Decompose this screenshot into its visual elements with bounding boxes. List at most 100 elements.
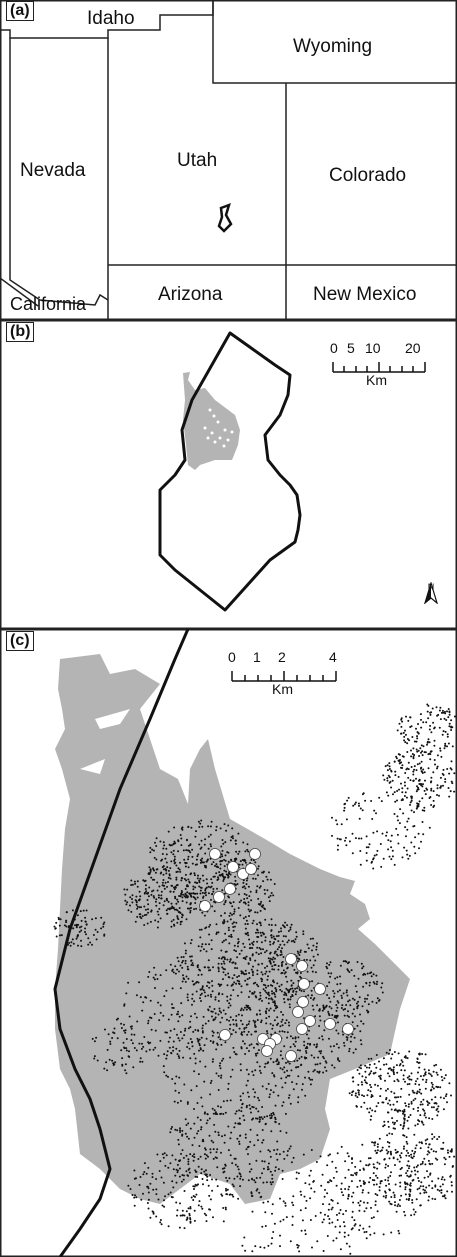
point-dot (406, 1083, 409, 1086)
point-dot (376, 1149, 379, 1152)
point-dot (152, 849, 155, 852)
point-dot (443, 1097, 445, 1100)
point-dot (209, 1151, 212, 1154)
point-dot (154, 919, 157, 922)
point-dot (170, 884, 173, 887)
point-dot (320, 1184, 323, 1187)
point-dot (184, 1027, 187, 1030)
point-dot (270, 1130, 273, 1133)
point-dot (212, 1112, 215, 1115)
point-dot (130, 1027, 133, 1030)
point-dot (214, 1016, 217, 1019)
point-dot (396, 1078, 399, 1081)
point-dot (398, 1199, 401, 1201)
point-dot (422, 1074, 425, 1077)
point-dot (220, 1193, 223, 1196)
point-dot (342, 1194, 345, 1197)
point-dot (432, 721, 435, 724)
point-dot (206, 1175, 209, 1178)
point-dot (124, 893, 127, 896)
point-dot (321, 1035, 324, 1038)
point-dot (144, 908, 147, 911)
point-dot (321, 1221, 324, 1224)
point-dot (149, 851, 152, 854)
point-dot (396, 815, 399, 818)
point-dot (148, 866, 151, 869)
point-dot (240, 991, 243, 994)
point-dot (414, 1124, 417, 1127)
point-dot (427, 1175, 430, 1178)
point-dot (376, 1161, 379, 1164)
point-dot (338, 989, 341, 992)
point-dot (237, 938, 240, 941)
point-dot (372, 981, 375, 984)
point-dot (357, 1091, 360, 1094)
point-dot (417, 732, 420, 735)
point-dot (245, 1026, 248, 1029)
point-dot (443, 1156, 446, 1159)
point-dot (160, 1223, 163, 1226)
point-dot (177, 1010, 180, 1013)
point-dot (254, 1245, 257, 1248)
point-dot (209, 886, 212, 889)
point-dot (265, 1017, 268, 1020)
point-dot (253, 991, 256, 993)
point-dot (446, 745, 448, 748)
point-dot (244, 1249, 247, 1252)
point-dot (303, 1056, 306, 1059)
point-dot (431, 1133, 434, 1136)
point-dot (158, 1019, 161, 1022)
point-dot (241, 1102, 244, 1105)
point-dot (347, 1010, 349, 1013)
point-dot (254, 1052, 257, 1055)
point-dot (450, 1148, 453, 1151)
point-dot (376, 1143, 379, 1146)
point-dot (256, 1188, 259, 1191)
point-dot (220, 845, 223, 848)
point-dot (59, 918, 62, 921)
point-dot (112, 1064, 115, 1066)
point-dot (286, 1150, 289, 1152)
point-dot (393, 760, 396, 763)
point-dot (183, 1034, 186, 1037)
point-dot (258, 1116, 261, 1119)
point-dot (147, 903, 150, 906)
point-dot (290, 923, 293, 926)
point-dot (435, 706, 438, 709)
point-dot (212, 861, 215, 864)
point-dot (370, 1115, 373, 1118)
point-dot (355, 1173, 358, 1176)
point-dot (220, 1011, 223, 1014)
point-dot (403, 1134, 406, 1137)
point-dot (230, 933, 233, 936)
point-dot (421, 750, 424, 753)
point-dot (149, 1041, 152, 1044)
point-dot (145, 996, 148, 999)
point-dot (173, 862, 176, 865)
point-dot (180, 844, 183, 847)
point-dot (130, 1033, 133, 1036)
point-dot (314, 1215, 317, 1217)
point-dot (359, 807, 362, 810)
point-dot (71, 909, 74, 912)
point-dot (274, 1166, 277, 1169)
point-dot (166, 885, 168, 888)
point-dot (162, 1014, 165, 1017)
point-dot (419, 1192, 422, 1195)
point-dot (416, 750, 419, 753)
point-dot (259, 1069, 261, 1072)
point-dot (398, 1232, 401, 1235)
point-dot (225, 1187, 227, 1190)
point-dot (370, 1057, 373, 1060)
point-dot (190, 1089, 193, 1092)
point-dot (204, 1065, 207, 1068)
point-dot (211, 984, 214, 987)
point-dot (168, 873, 171, 876)
point-dot (240, 985, 243, 988)
point-dot (233, 1051, 236, 1053)
point-dot (174, 895, 177, 898)
point-dot (366, 994, 369, 997)
point-dot (430, 1106, 433, 1109)
point-dot (374, 1083, 377, 1086)
point-dot (393, 1092, 396, 1095)
